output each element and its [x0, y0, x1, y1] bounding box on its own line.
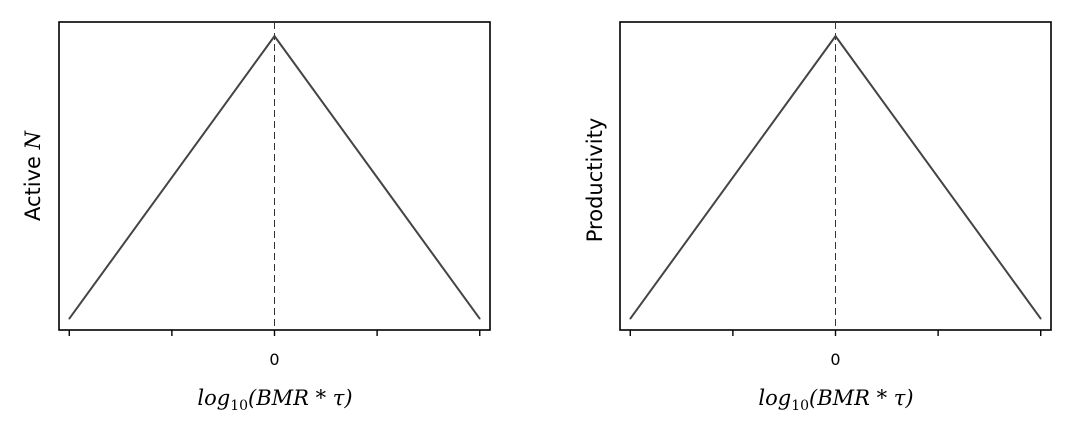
active-n-panel: 0 Active N log10(BMR * τ) — [21, 21, 491, 414]
x-tick-label: 0 — [830, 350, 840, 369]
data-point — [834, 35, 837, 37]
data-point — [1039, 317, 1042, 320]
data-points — [629, 35, 1042, 320]
y-axis-label: Productivity — [583, 118, 607, 243]
x-ticks: 0 — [629, 330, 1042, 369]
x-ticks: 0 — [68, 330, 481, 369]
productivity-panel: 0 Productivity log10(BMR * τ) — [583, 21, 1052, 414]
x-axis-label: log10(BMR * τ) — [197, 386, 352, 414]
data-point — [478, 317, 481, 320]
data-point — [273, 35, 276, 37]
x-tick-label: 0 — [269, 350, 279, 369]
y-axis-label: Active N — [21, 130, 45, 221]
x-axis-label: log10(BMR * τ) — [758, 386, 913, 414]
data-point — [629, 317, 632, 320]
data-points — [68, 35, 481, 320]
data-point — [68, 317, 71, 320]
